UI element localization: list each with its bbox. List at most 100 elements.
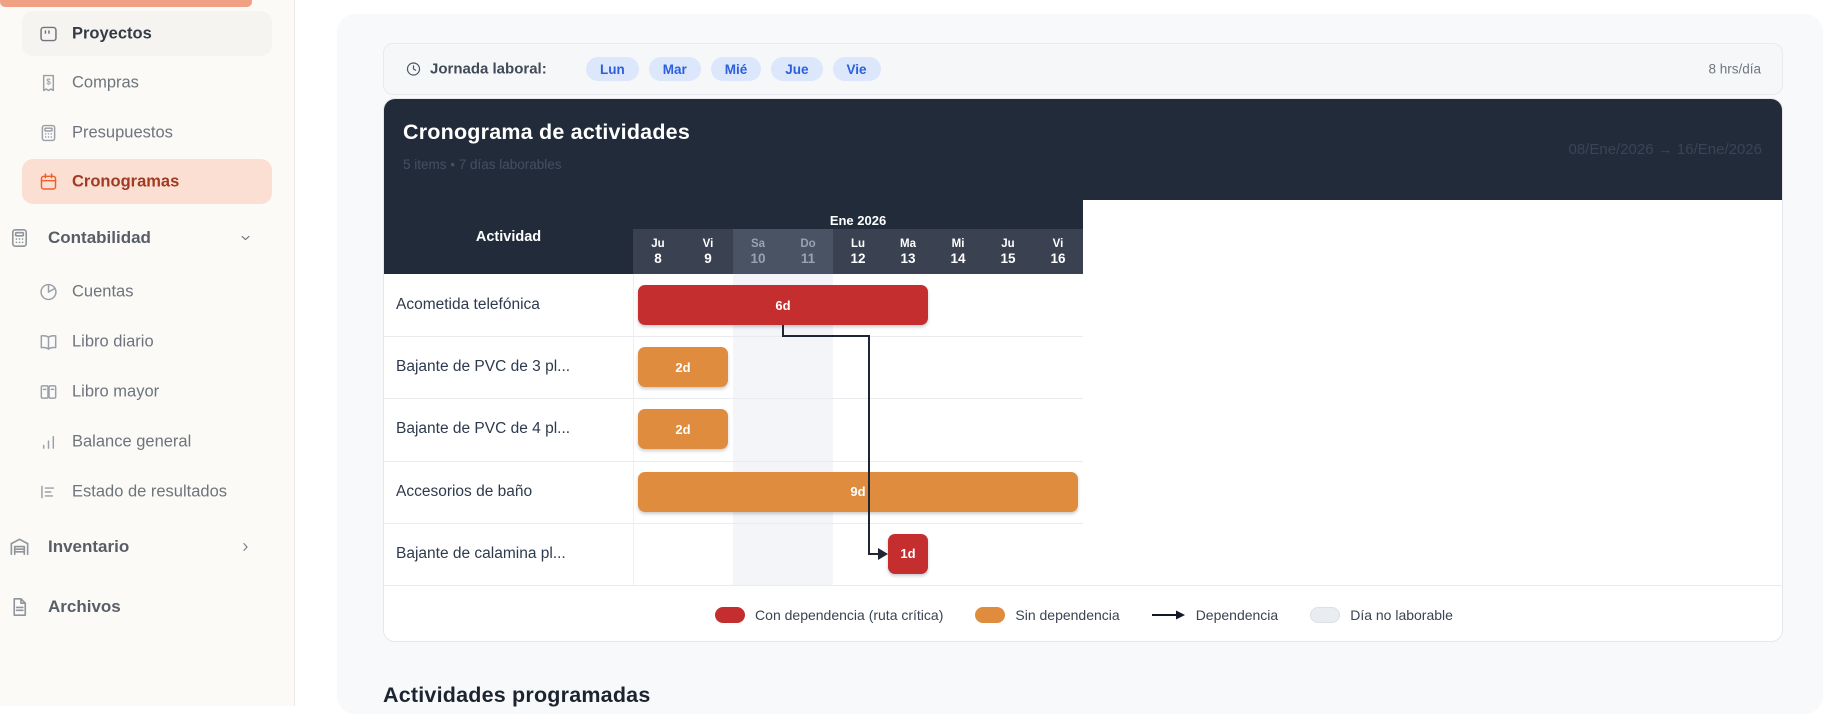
legend-swatch-normal bbox=[975, 606, 1006, 623]
activity-label: Bajante de PVC de 4 pl... bbox=[396, 420, 571, 438]
nav-item-pill bbox=[22, 11, 272, 56]
nav-item-label: Compras bbox=[72, 73, 139, 91]
main-panel: Jornada laboral: Lun Mar Mié Jue Vie 8 hrs/d… bbox=[337, 14, 1823, 714]
workweek-label: Jornada laboral: bbox=[430, 60, 547, 78]
legend-item-normal: Sin dependencia bbox=[975, 606, 1120, 623]
activity-label: Acometida telefónica bbox=[396, 296, 540, 314]
nav-item-pill bbox=[22, 159, 272, 204]
svg-text:$: $ bbox=[46, 77, 51, 86]
legend-label: Sin dependencia bbox=[1015, 606, 1120, 623]
nav-item-label: Contabilidad bbox=[48, 227, 151, 247]
sidebar-item-archivos[interactable]: Archivos bbox=[0, 584, 294, 629]
month-header: Ene 2026 bbox=[633, 200, 1083, 229]
sidebar-item-balance-general[interactable]: Balance general bbox=[0, 419, 294, 464]
legend-item-critical: Con dependencia (ruta crítica) bbox=[715, 606, 944, 623]
arrow-icon bbox=[1151, 610, 1185, 619]
nav-item-label: Libro mayor bbox=[72, 382, 160, 400]
calculator-icon bbox=[38, 122, 59, 143]
day-header-mi-14: Mi 14 bbox=[950, 237, 966, 266]
day-header-lu-12: Lu 12 bbox=[850, 237, 866, 266]
row-border bbox=[384, 336, 1083, 337]
barchart-icon bbox=[38, 431, 59, 452]
gantt-bar-9d[interactable]: 9d bbox=[638, 471, 1078, 512]
gantt-bar-2d[interactable]: 2d bbox=[638, 347, 728, 388]
file-icon bbox=[8, 595, 31, 618]
section-heading: Actividades programadas bbox=[383, 682, 651, 707]
row-border bbox=[384, 461, 1083, 462]
gantt-card: Cronograma de actividades 5 items • 7 dí… bbox=[383, 98, 1783, 642]
nav-item-label: Archivos bbox=[48, 596, 121, 616]
sidebar-item-compras[interactable]: $ Compras bbox=[0, 60, 294, 105]
ledger-icon bbox=[38, 381, 59, 402]
warehouse-icon bbox=[8, 535, 31, 558]
workday-pill-mar[interactable]: Mar bbox=[648, 57, 701, 81]
workweek-day-pills: Lun Mar Mié Jue Vie bbox=[586, 57, 881, 81]
hours-per-day: 8 hrs/día bbox=[1708, 61, 1761, 77]
legend-swatch-nonworking bbox=[1310, 606, 1341, 623]
column-divider bbox=[633, 274, 634, 585]
legend-label: Con dependencia (ruta crítica) bbox=[755, 606, 944, 623]
sidebar-item-inventario[interactable]: Inventario bbox=[0, 524, 294, 569]
clock-icon bbox=[405, 61, 422, 78]
nav-item-label: Estado de resultados bbox=[72, 482, 228, 500]
workday-pill-lun[interactable]: Lun bbox=[586, 57, 639, 81]
sidebar-top-accent bbox=[0, 0, 252, 7]
gantt-bar-2d[interactable]: 2d bbox=[638, 409, 728, 450]
gantt-subtitle: 5 items • 7 días laborables bbox=[403, 157, 562, 172]
day-header-ju-8: Ju 8 bbox=[651, 237, 665, 266]
workweek-bar: Jornada laboral: Lun Mar Mié Jue Vie 8 hrs/d… bbox=[383, 43, 1783, 95]
pie-icon bbox=[38, 281, 59, 302]
gantt-bar-1d[interactable]: 1d bbox=[888, 533, 928, 574]
gantt-title: Cronograma de actividades bbox=[403, 120, 690, 144]
legend-label: Dependencia bbox=[1195, 606, 1279, 623]
row-border bbox=[384, 398, 1083, 399]
legend-label: Día no laborable bbox=[1350, 606, 1453, 623]
sidebar-item-presupuestos[interactable]: Presupuestos bbox=[0, 110, 294, 155]
activity-label: Accesorios de baño bbox=[396, 482, 533, 500]
sidebar-item-cuentas[interactable]: Cuentas bbox=[0, 269, 294, 314]
workday-pill-vie[interactable]: Vie bbox=[832, 57, 881, 81]
gantt-bar-6d[interactable]: 6d bbox=[638, 285, 928, 325]
receipt-icon: $ bbox=[38, 72, 59, 93]
sidebar: Proyectos $ Compras Presupuestos Cronogramas… bbox=[0, 0, 295, 706]
legend-swatch-critical bbox=[715, 606, 746, 623]
activity-column-header: Actividad bbox=[384, 200, 633, 274]
gantt-body: Acometida telefónica 6d Bajante de PVC de … bbox=[384, 274, 1782, 585]
nav-item-label: Cuentas bbox=[72, 282, 134, 300]
gantt-date-range: 08/Ene/2026 → 16/Ene/2026 bbox=[1568, 141, 1763, 158]
board-icon bbox=[38, 23, 59, 44]
nav-item-label: Cronogramas bbox=[72, 172, 180, 190]
legend-item-arrow: Dependencia bbox=[1151, 606, 1279, 623]
workday-pill-jue[interactable]: Jue bbox=[771, 57, 823, 81]
legend-item-nonworking: Día no laborable bbox=[1310, 606, 1453, 623]
sidebar-item-proyectos[interactable]: Proyectos bbox=[0, 11, 294, 56]
sidebar-item-contabilidad[interactable]: Contabilidad bbox=[0, 215, 294, 260]
activity-label: Bajante de calamina pl... bbox=[396, 544, 566, 562]
nav-item-label: Libro diario bbox=[72, 332, 154, 350]
day-header-ma-13: Ma 13 bbox=[900, 237, 916, 266]
workday-pill-mié[interactable]: Mié bbox=[710, 57, 762, 81]
list-icon bbox=[38, 481, 59, 502]
sidebar-item-cronogramas[interactable]: Cronogramas bbox=[0, 159, 294, 204]
day-header-row: Ju 8 Vi 9 Sa 10 Do 11 Lu 12 Ma 13 Mi 14 Ju 15 Vi 16 bbox=[633, 229, 1083, 274]
nav-item-label: Balance general bbox=[72, 432, 192, 450]
day-header-vi-16: Vi 16 bbox=[1050, 237, 1066, 266]
book-icon bbox=[38, 331, 59, 352]
nav-item-pill bbox=[22, 269, 272, 314]
activity-label: Bajante de PVC de 3 pl... bbox=[396, 358, 571, 376]
chevron-down-icon bbox=[238, 230, 253, 245]
nav-item-label: Proyectos bbox=[72, 24, 152, 42]
nav-item-label: Presupuestos bbox=[72, 123, 173, 141]
sidebar-item-libro-diario[interactable]: Libro diario bbox=[0, 319, 294, 364]
calendar-icon bbox=[38, 171, 59, 192]
row-border bbox=[384, 523, 1083, 524]
sidebar-item-estado-de-resultados[interactable]: Estado de resultados bbox=[0, 469, 294, 514]
day-header-sa-10: Sa 10 bbox=[733, 229, 783, 274]
nav-item-pill bbox=[22, 60, 272, 105]
day-header-ju-15: Ju 15 bbox=[1000, 237, 1016, 266]
gantt-header-band: Cronograma de actividades 5 items • 7 dí… bbox=[384, 99, 1782, 200]
day-header-vi-9: Vi 9 bbox=[702, 237, 714, 266]
sidebar-item-libro-mayor[interactable]: Libro mayor bbox=[0, 369, 294, 414]
day-header-do-11: Do 11 bbox=[783, 229, 833, 274]
gantt-legend: Con dependencia (ruta crítica) Sin depend… bbox=[384, 585, 1782, 641]
